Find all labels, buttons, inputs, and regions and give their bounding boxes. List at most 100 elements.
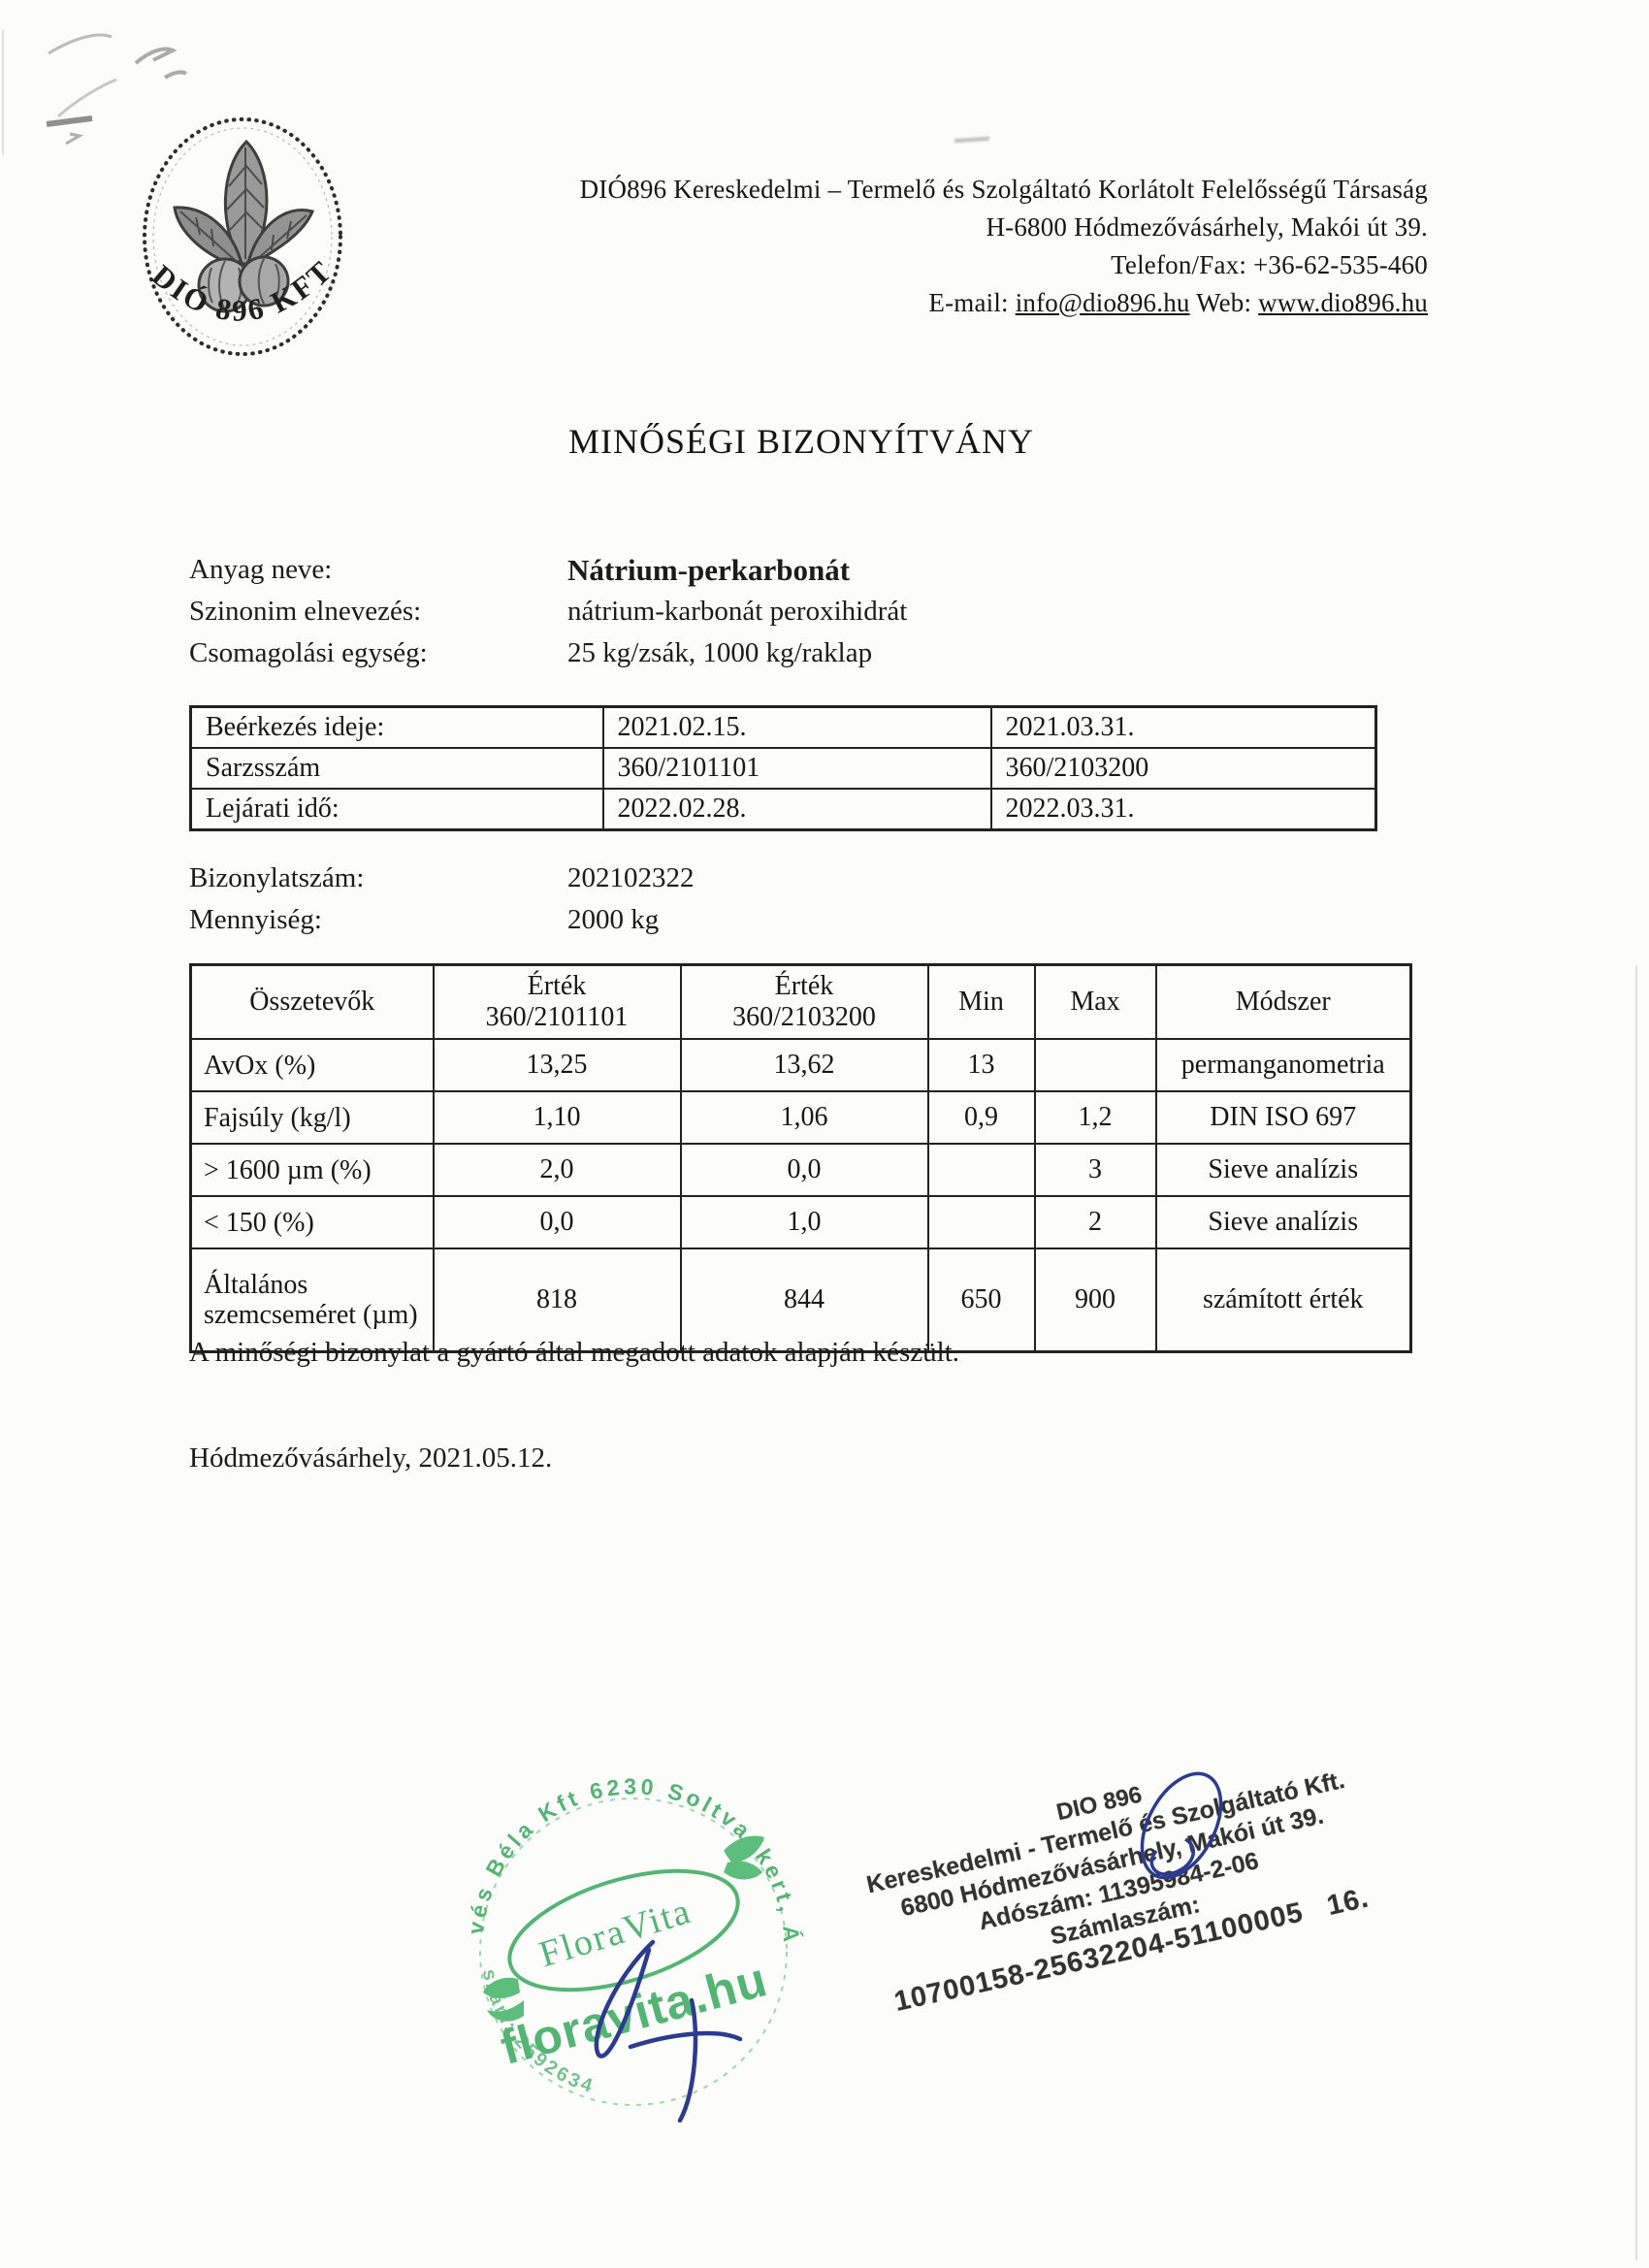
header-line: 360/2101101 bbox=[485, 1002, 629, 1032]
max-cell bbox=[1033, 1038, 1157, 1092]
min-cell bbox=[926, 1195, 1036, 1249]
material-synonym: nátrium-karbonát peroxihidrát bbox=[567, 596, 908, 627]
material-row: Anyag neve: Nátrium-perkarbonát bbox=[189, 549, 907, 591]
signature bbox=[594, 1939, 743, 2122]
header-line: Érték bbox=[774, 971, 834, 1001]
value-cell: 13,62 bbox=[679, 1038, 929, 1092]
min-cell: 0,9 bbox=[926, 1090, 1036, 1145]
field-label: Bizonylatszám: bbox=[189, 862, 365, 893]
material-name: Nátrium-perkarbonát bbox=[567, 553, 851, 587]
component-name: < 150 (%) bbox=[189, 1195, 435, 1249]
stamp-leaf-icon bbox=[483, 1835, 764, 2022]
value-cell: 2,0 bbox=[432, 1143, 682, 1197]
max-cell: 2 bbox=[1033, 1195, 1157, 1249]
value-cell: 844 bbox=[679, 1247, 929, 1353]
material-row: Szinonim elnevezés: nátrium-karbonát per… bbox=[189, 591, 907, 632]
place-and-date: Hódmezővásárhely, 2021.05.12. bbox=[189, 1442, 553, 1474]
row-label: Lejárati idő: bbox=[189, 788, 604, 831]
packaging-unit: 25 kg/zsák, 1000 kg/raklap bbox=[567, 637, 873, 668]
table-row: > 1600 µm (%) 2,0 0,0 3 Sieve analízis bbox=[189, 1143, 1412, 1197]
email-address: info@dio896.hu bbox=[1015, 288, 1190, 317]
max-cell: 1,2 bbox=[1033, 1090, 1157, 1145]
table-row: AvOx (%) 13,25 13,62 13 permanganometria bbox=[189, 1038, 1412, 1092]
email-label: E-mail: bbox=[928, 288, 1016, 317]
table-row: Sarzsszám 360/2101101 360/2103200 bbox=[189, 747, 1377, 790]
header-line: Érték bbox=[527, 971, 587, 1001]
company-address: H-6800 Hódmezővásárhely, Makói út 39. bbox=[986, 212, 1428, 242]
material-info: Anyag neve: Nátrium-perkarbonát Szinonim… bbox=[189, 549, 907, 674]
quantity-value: 2000 kg bbox=[567, 904, 660, 935]
value-cell: 0,0 bbox=[679, 1143, 929, 1197]
value-cell: 0,0 bbox=[432, 1195, 682, 1249]
scan-artifact-line bbox=[1635, 965, 1637, 2260]
component-name: AvOx (%) bbox=[189, 1038, 435, 1092]
arrival-date-2: 2021.03.31. bbox=[989, 705, 1377, 749]
material-row: Csomagolási egység: 25 kg/zsák, 1000 kg/… bbox=[189, 632, 907, 674]
expiry-date-2: 2022.03.31. bbox=[989, 788, 1377, 831]
web-label: Web: bbox=[1189, 288, 1259, 317]
header-line: 360/2103200 bbox=[732, 1002, 876, 1032]
certificate-number: 202102322 bbox=[567, 862, 695, 893]
batch-number-2: 360/2103200 bbox=[989, 747, 1377, 790]
value-cell: 1,0 bbox=[679, 1195, 929, 1249]
walnut-leaves-icon bbox=[173, 139, 315, 269]
min-cell bbox=[926, 1143, 1036, 1197]
component-name: > 1600 µm (%) bbox=[189, 1143, 435, 1197]
arrival-date-1: 2021.02.15. bbox=[601, 705, 992, 749]
company-name: DIÓ896 Kereskedelmi – Termelő és Szolgál… bbox=[579, 175, 1428, 204]
certificate-note: A minőségi bizonylat a gyártó által mega… bbox=[189, 1337, 960, 1368]
table-row: Beérkezés ideje: 2021.02.15. 2021.03.31. bbox=[189, 705, 1377, 749]
value-cell: 818 bbox=[432, 1247, 682, 1353]
field-label: Anyag neve: bbox=[189, 554, 333, 585]
row-label: Sarzsszám bbox=[189, 747, 604, 790]
logo-dotted-ring bbox=[143, 117, 342, 356]
method-cell: számított érték bbox=[1154, 1247, 1412, 1353]
component-name: Általános szemcseméret (µm) bbox=[189, 1247, 435, 1353]
batch-dates-table: Beérkezés ideje: 2021.02.15. 2021.03.31.… bbox=[189, 705, 1377, 831]
web-address: www.dio896.hu bbox=[1258, 288, 1428, 317]
row-label: Beérkezés ideje: bbox=[189, 705, 604, 749]
document-fields: Bizonylatszám: 202102322 Mennyiség: 2000… bbox=[189, 858, 695, 941]
dio896-logo: DIÓ 896 KFT bbox=[143, 117, 342, 356]
table-header-row: Összetevők Érték 360/2101101 Érték 360/2… bbox=[189, 963, 1412, 1040]
pen-scribble bbox=[1140, 1771, 1223, 1880]
method-cell: Sieve analízis bbox=[1154, 1195, 1412, 1249]
walnuts-icon bbox=[197, 255, 290, 313]
table-row: Lejárati idő: 2022.02.28. 2022.03.31. bbox=[189, 788, 1377, 831]
min-cell: 650 bbox=[926, 1247, 1036, 1353]
col-header-max: Max bbox=[1033, 963, 1157, 1040]
field-label: Szinonim elnevezés: bbox=[189, 596, 422, 627]
col-header-value-2: Érték 360/2103200 bbox=[679, 963, 929, 1040]
method-cell: Sieve analízis bbox=[1154, 1143, 1412, 1197]
stamp-outer-ring bbox=[479, 1798, 788, 2106]
max-cell: 3 bbox=[1033, 1143, 1157, 1197]
min-cell: 13 bbox=[926, 1038, 1036, 1092]
company-contacts: E-mail: info@dio896.hu Web: www.dio896.h… bbox=[369, 284, 1428, 322]
method-cell: permanganometria bbox=[1154, 1038, 1412, 1092]
col-header-value-1: Érték 360/2101101 bbox=[432, 963, 682, 1040]
table-row: Fajsúly (kg/l) 1,10 1,06 0,9 1,2 DIN ISO… bbox=[189, 1090, 1412, 1145]
max-cell: 900 bbox=[1033, 1247, 1157, 1353]
field-label: Csomagolási egység: bbox=[189, 637, 428, 668]
col-header-method: Módszer bbox=[1154, 963, 1412, 1040]
table-row: Általános szemcseméret (µm) 818 844 650 … bbox=[189, 1247, 1412, 1353]
value-cell: 1,06 bbox=[679, 1090, 929, 1145]
field-label: Mennyiség: bbox=[189, 904, 322, 935]
doc-field-row: Bizonylatszám: 202102322 bbox=[189, 858, 695, 899]
method-cell: DIN ISO 697 bbox=[1154, 1090, 1412, 1145]
doc-field-row: Mennyiség: 2000 kg bbox=[189, 899, 695, 941]
page-title: MINŐSÉGI BIZONYÍTVÁNY bbox=[568, 422, 1034, 461]
pencil-scribble bbox=[46, 33, 188, 146]
letterhead: DIÓ896 Kereskedelmi – Termelő és Szolgál… bbox=[369, 171, 1428, 322]
specification-table: Összetevők Érték 360/2101101 Érték 360/2… bbox=[189, 963, 1412, 1353]
expiry-date-1: 2022.02.28. bbox=[601, 788, 992, 831]
col-header-components: Összetevők bbox=[189, 963, 435, 1040]
table-row: < 150 (%) 0,0 1,0 2 Sieve analízis bbox=[189, 1195, 1412, 1249]
scan-smudge bbox=[954, 136, 990, 144]
component-name: Fajsúly (kg/l) bbox=[189, 1090, 435, 1145]
value-cell: 1,10 bbox=[432, 1090, 682, 1145]
company-phone: Telefon/Fax: +36-62-535-460 bbox=[1111, 250, 1428, 279]
scan-artifact-line bbox=[2, 29, 4, 155]
col-header-min: Min bbox=[926, 963, 1036, 1040]
